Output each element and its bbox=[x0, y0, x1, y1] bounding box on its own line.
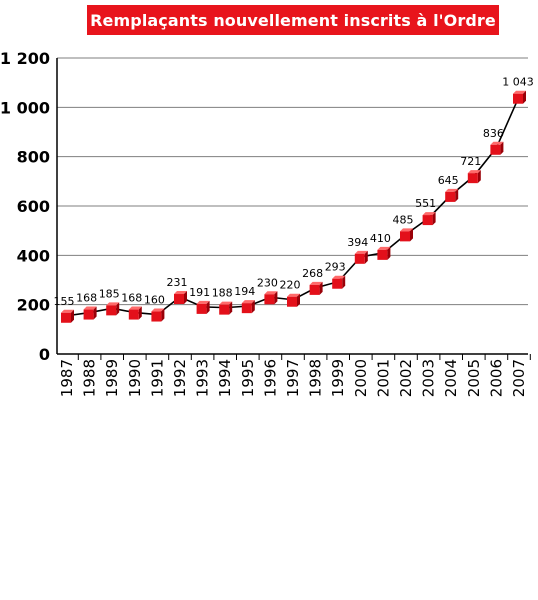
x-tick-label: 1990 bbox=[126, 359, 144, 397]
y-tick-label: 400 bbox=[17, 246, 50, 265]
data-point bbox=[264, 291, 278, 305]
x-tick-label: 2002 bbox=[397, 359, 415, 397]
x-tick-label: 1989 bbox=[103, 359, 121, 397]
data-point bbox=[174, 291, 187, 305]
data-label: 191 bbox=[189, 286, 210, 299]
data-point bbox=[241, 300, 255, 314]
data-label: 645 bbox=[438, 174, 459, 187]
data-label: 231 bbox=[167, 276, 188, 289]
data-label: 194 bbox=[234, 285, 255, 298]
data-point bbox=[445, 188, 459, 202]
data-point bbox=[128, 306, 142, 320]
data-point bbox=[377, 246, 391, 260]
y-axis-tick-labels: 0 200 400 600 800 1 000 1 200 bbox=[0, 49, 50, 364]
data-label: 168 bbox=[76, 292, 97, 305]
data-point bbox=[151, 308, 165, 322]
y-tick-label: 1 000 bbox=[0, 98, 50, 117]
data-label: 1 043 bbox=[502, 76, 534, 89]
x-tick-label: 2000 bbox=[352, 359, 370, 397]
data-point bbox=[219, 301, 233, 315]
data-label: 230 bbox=[257, 276, 278, 289]
data-label: 268 bbox=[302, 267, 323, 280]
data-point bbox=[490, 141, 504, 155]
data-label: 394 bbox=[347, 236, 368, 249]
data-point bbox=[354, 250, 368, 264]
x-tick-label: 2001 bbox=[374, 359, 392, 397]
y-tick-label: 1 200 bbox=[0, 49, 50, 68]
data-label: 836 bbox=[483, 127, 504, 140]
data-point bbox=[513, 90, 526, 104]
chart-title: Remplaçants nouvellement inscrits à l'Or… bbox=[87, 5, 499, 35]
data-label: 155 bbox=[54, 295, 75, 308]
data-point bbox=[467, 170, 481, 184]
data-point bbox=[400, 228, 413, 242]
x-tick-label: 2003 bbox=[420, 359, 438, 397]
x-tick-label: 1987 bbox=[58, 359, 76, 397]
x-tick-label: 1999 bbox=[329, 359, 347, 397]
data-label: 160 bbox=[144, 294, 165, 307]
data-point bbox=[332, 275, 346, 289]
x-tick-label: 1988 bbox=[81, 359, 99, 397]
y-tick-label: 600 bbox=[17, 197, 50, 216]
x-tick-label: 1998 bbox=[307, 359, 325, 397]
data-label: 410 bbox=[370, 232, 391, 245]
x-tick-label: 1992 bbox=[171, 359, 189, 397]
x-tick-label: 1993 bbox=[194, 359, 212, 397]
data-label: 721 bbox=[460, 155, 481, 168]
x-tick-label: 1997 bbox=[284, 359, 302, 397]
data-point bbox=[196, 300, 210, 314]
x-tick-label: 2007 bbox=[510, 359, 528, 397]
data-label: 293 bbox=[325, 261, 346, 274]
x-tick-label: 2005 bbox=[465, 359, 483, 397]
x-tick-label: 1994 bbox=[216, 359, 234, 397]
data-label: 185 bbox=[99, 287, 120, 300]
data-label: 188 bbox=[212, 287, 233, 300]
x-tick-label: 1991 bbox=[148, 359, 166, 397]
data-label: 168 bbox=[121, 292, 142, 305]
data-point bbox=[83, 306, 97, 320]
data-point bbox=[287, 293, 300, 307]
data-point bbox=[422, 212, 436, 226]
x-tick-label: 1996 bbox=[261, 359, 279, 397]
y-tick-label: 800 bbox=[17, 148, 50, 167]
x-tick-label: 1995 bbox=[239, 359, 257, 397]
data-point bbox=[106, 302, 120, 316]
y-tick-label: 200 bbox=[17, 296, 50, 315]
x-axis-tick-labels: 1987 1988 1989 1990 1991 1992 1993 1994 1995 1996… bbox=[58, 359, 528, 397]
data-markers bbox=[61, 90, 526, 323]
data-point bbox=[309, 281, 323, 295]
axes bbox=[56, 58, 531, 360]
data-label: 551 bbox=[415, 197, 436, 210]
y-tick-label: 0 bbox=[39, 345, 50, 364]
data-point bbox=[61, 309, 74, 323]
x-tick-label: 2006 bbox=[487, 359, 505, 397]
data-label: 485 bbox=[393, 213, 414, 226]
data-label: 220 bbox=[280, 279, 301, 292]
x-tick-label: 2004 bbox=[442, 359, 460, 397]
